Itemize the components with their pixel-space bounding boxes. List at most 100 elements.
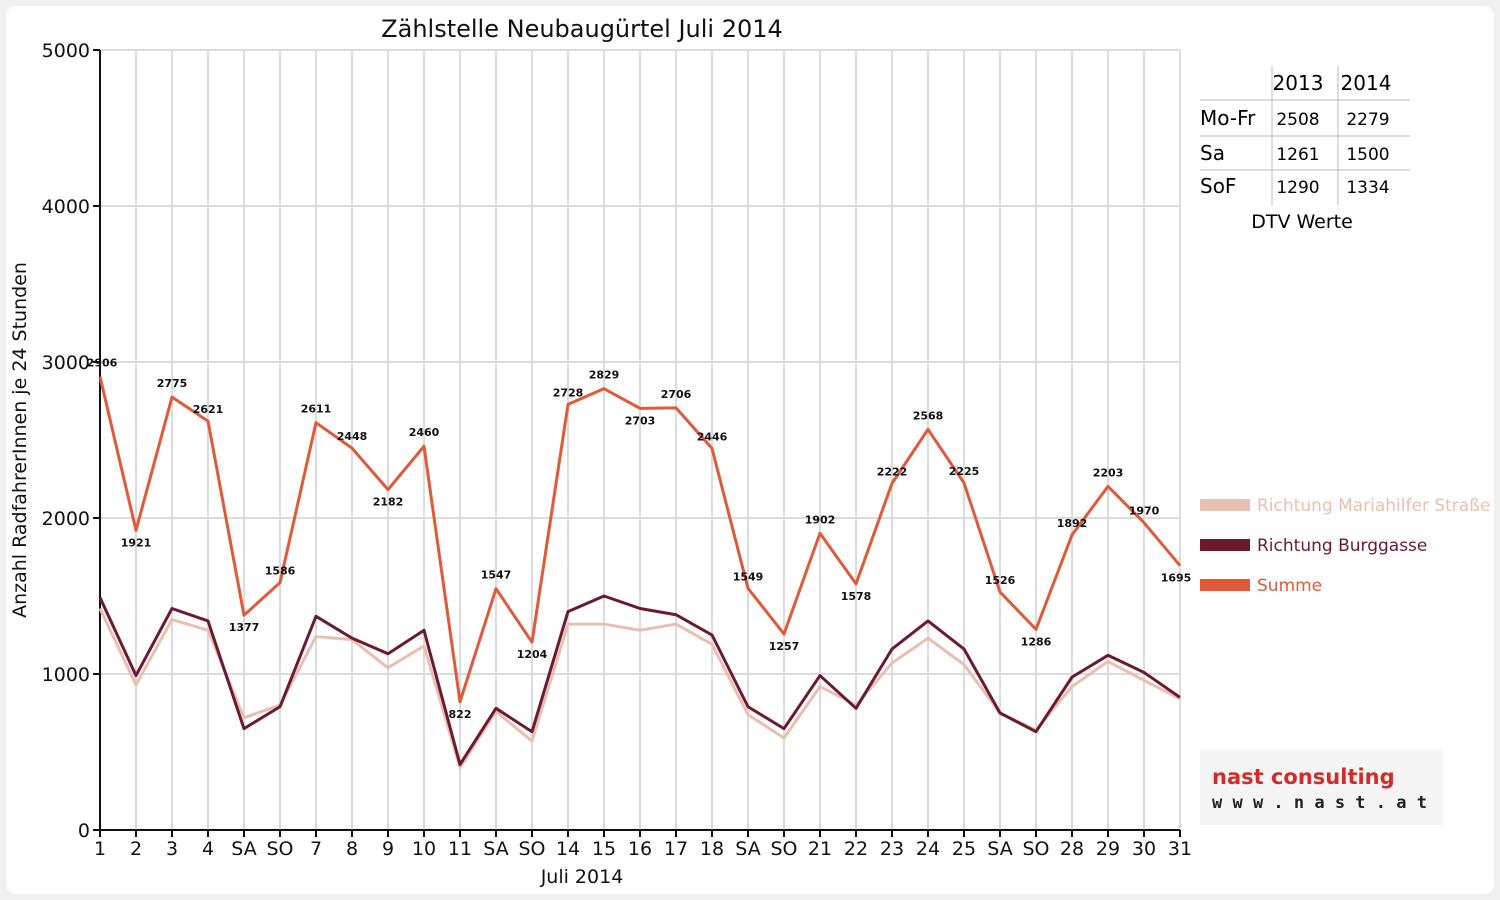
data-label: 822	[449, 708, 472, 721]
dtv-row-label: Mo-Fr	[1200, 106, 1256, 130]
x-tick-label: 4	[202, 838, 214, 860]
y-tick-label: 0	[78, 820, 90, 842]
series-line-2	[98, 594, 1181, 766]
dtv-cell: 2508	[1276, 110, 1319, 130]
data-label: 2203	[1093, 466, 1124, 479]
x-tick-label: SO	[770, 838, 797, 860]
y-axis-ticks: 0 1000 2000 3000 4000 5000	[42, 40, 100, 842]
y-tick-label: 1000	[42, 664, 90, 686]
dtv-row-label: SoF	[1200, 174, 1236, 198]
x-tick-label: 24	[916, 838, 940, 860]
data-label: 1257	[769, 640, 800, 653]
data-label: 2621	[193, 403, 224, 416]
data-label: 1204	[517, 648, 548, 661]
x-tick-label: SA	[231, 838, 256, 860]
x-tick-label: 7	[310, 838, 322, 860]
dtv-cell: 1261	[1276, 145, 1319, 165]
legend-label: Richtung Mariahilfer Straße	[1257, 496, 1490, 516]
dtv-cell: 1500	[1346, 145, 1389, 165]
x-tick-label: 8	[346, 838, 358, 860]
data-label: 1970	[1129, 505, 1160, 518]
data-label: 2728	[553, 386, 584, 399]
data-label: 1921	[121, 536, 152, 549]
legend-swatch	[1200, 499, 1250, 511]
x-tick-label: 23	[880, 838, 904, 860]
series-line-3	[98, 376, 1182, 704]
data-label: 1286	[1021, 635, 1052, 648]
data-label: 2829	[589, 369, 620, 382]
dtv-table: 2013 2014 Mo-Fr 2508 2279 Sa 1261 1500 S…	[1200, 66, 1410, 233]
data-label: 2906	[87, 357, 118, 370]
data-label: 2706	[661, 388, 692, 401]
data-label: 1902	[805, 513, 836, 526]
legend-label: Richtung Burggasse	[1257, 536, 1427, 556]
dtv-cell: 2279	[1346, 110, 1389, 130]
x-tick-label: 3	[166, 838, 178, 860]
x-tick-label: SO	[266, 838, 293, 860]
data-label: 2222	[877, 465, 908, 478]
x-tick-label: 18	[700, 838, 724, 860]
data-label: 1549	[733, 570, 764, 583]
dtv-header-2014: 2014	[1341, 71, 1392, 95]
data-label: 1892	[1057, 517, 1088, 530]
x-tick-label: 11	[448, 838, 472, 860]
data-label: 1526	[985, 574, 1016, 587]
x-axis-ticks: 1 2 3 4 SA SO 7 8 9 10 11 SA SO 14 15 16 17 18 SA SO 21 22 23 2…	[94, 830, 1192, 860]
x-tick-label: 30	[1132, 838, 1156, 860]
x-tick-label: 25	[952, 838, 976, 860]
logo: nast consulting w w w . n a s t . a t	[1200, 750, 1443, 825]
x-tick-label: 17	[664, 838, 688, 860]
y-tick-label: 4000	[42, 196, 90, 218]
x-tick-label: SO	[1022, 838, 1049, 860]
x-tick-label: 31	[1168, 838, 1192, 860]
x-tick-label: 16	[628, 838, 652, 860]
legend-swatch	[1200, 539, 1250, 551]
data-label: 2225	[949, 465, 980, 478]
x-tick-label: SA	[987, 838, 1012, 860]
data-label: 2703	[625, 414, 656, 427]
data-label: 2568	[913, 409, 944, 422]
x-tick-label: 21	[808, 838, 832, 860]
x-tick-label: 15	[592, 838, 616, 860]
data-label: 1695	[1161, 572, 1192, 585]
dtv-cell: 1334	[1346, 178, 1389, 198]
x-tick-label: SA	[483, 838, 508, 860]
data-label: 2448	[337, 430, 368, 443]
y-tick-label: 3000	[42, 352, 90, 374]
data-label: 2611	[301, 403, 332, 416]
legend-label: Summe	[1257, 576, 1322, 596]
data-label: 1578	[841, 590, 872, 603]
data-label: 2460	[409, 426, 440, 439]
logo-url: w w w . n a s t . a t	[1212, 793, 1427, 813]
data-label: 1547	[481, 569, 512, 582]
logo-name: nast consulting	[1212, 765, 1395, 789]
data-labels: 2906 1921 2775 2621 1377 1586 2611 2448 2182 2460…	[87, 357, 1192, 721]
y-axis-label: Anzahl RadfahrerInnen je 24 Stunden	[9, 262, 31, 618]
x-tick-label: 1	[94, 838, 106, 860]
x-tick-label: 28	[1060, 838, 1084, 860]
legend-swatch	[1200, 579, 1250, 591]
data-label: 2775	[157, 377, 188, 390]
data-label: 1377	[229, 621, 260, 634]
y-tick-label: 2000	[42, 508, 90, 530]
dtv-cell: 1290	[1276, 178, 1319, 198]
legend: Richtung Mariahilfer Straße Richtung Burg…	[1200, 496, 1490, 596]
data-label: 1586	[265, 565, 296, 578]
x-tick-label: SO	[518, 838, 545, 860]
x-tick-label: SA	[735, 838, 760, 860]
x-tick-label: 22	[844, 838, 868, 860]
grid-lines	[100, 49, 1181, 830]
series-lines	[98, 376, 1182, 770]
dtv-header-2013: 2013	[1273, 71, 1324, 95]
x-tick-label: 2	[130, 838, 142, 860]
x-tick-label: 9	[382, 838, 394, 860]
dtv-row-label: Sa	[1200, 141, 1225, 165]
x-axis-label: Juli 2014	[540, 866, 624, 888]
x-tick-label: 10	[412, 838, 436, 860]
x-tick-label: 14	[556, 838, 580, 860]
logo-background	[1200, 750, 1443, 825]
chart-frame	[6, 6, 1494, 894]
dtv-caption: DTV Werte	[1251, 211, 1353, 233]
data-label: 2446	[697, 430, 728, 443]
